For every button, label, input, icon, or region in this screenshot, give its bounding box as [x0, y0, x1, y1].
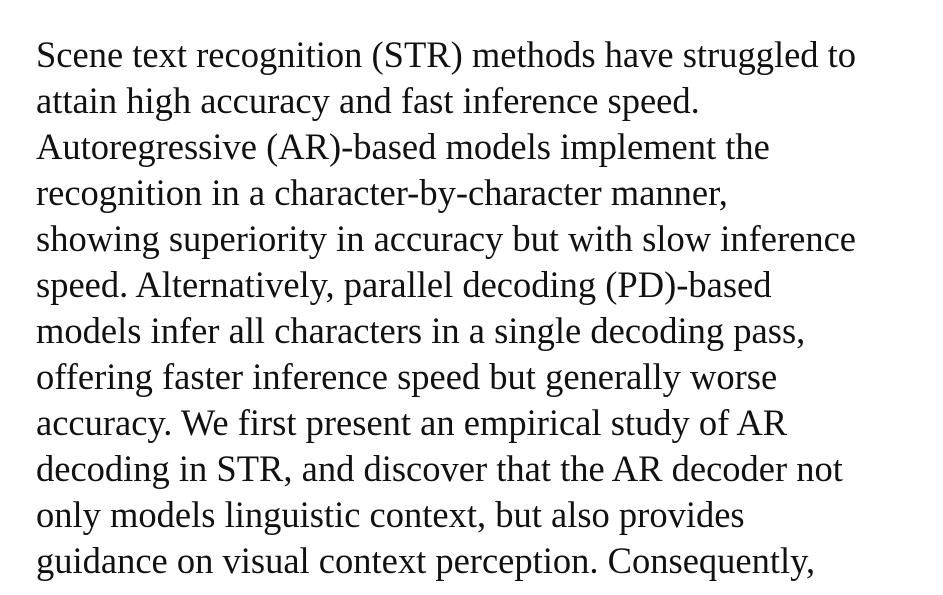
text-line: recognition in a character-by-character …	[36, 172, 728, 213]
text-line: attain high accuracy and fast inference …	[36, 80, 700, 121]
abstract-paragraph: Scene text recognition (STR) methods hav…	[36, 32, 856, 584]
text-line: Scene text recognition (STR) methods hav…	[36, 34, 857, 75]
text-line: Autoregressive (AR)-based models impleme…	[36, 126, 770, 167]
text-line: guidance on visual context perception. C…	[36, 540, 816, 581]
text-line: showing superiority in accuracy but with…	[36, 218, 857, 259]
text-line: models infer all characters in a single …	[36, 310, 806, 351]
text-line: decoding in STR, and discover that the A…	[36, 448, 843, 489]
text-line: offering faster inference speed but gene…	[36, 356, 778, 397]
text-line: speed. Alternatively, parallel decoding …	[36, 264, 772, 305]
text-line: only models linguistic context, but also…	[36, 494, 745, 535]
text-line: accuracy. We first present an empirical …	[36, 402, 788, 443]
